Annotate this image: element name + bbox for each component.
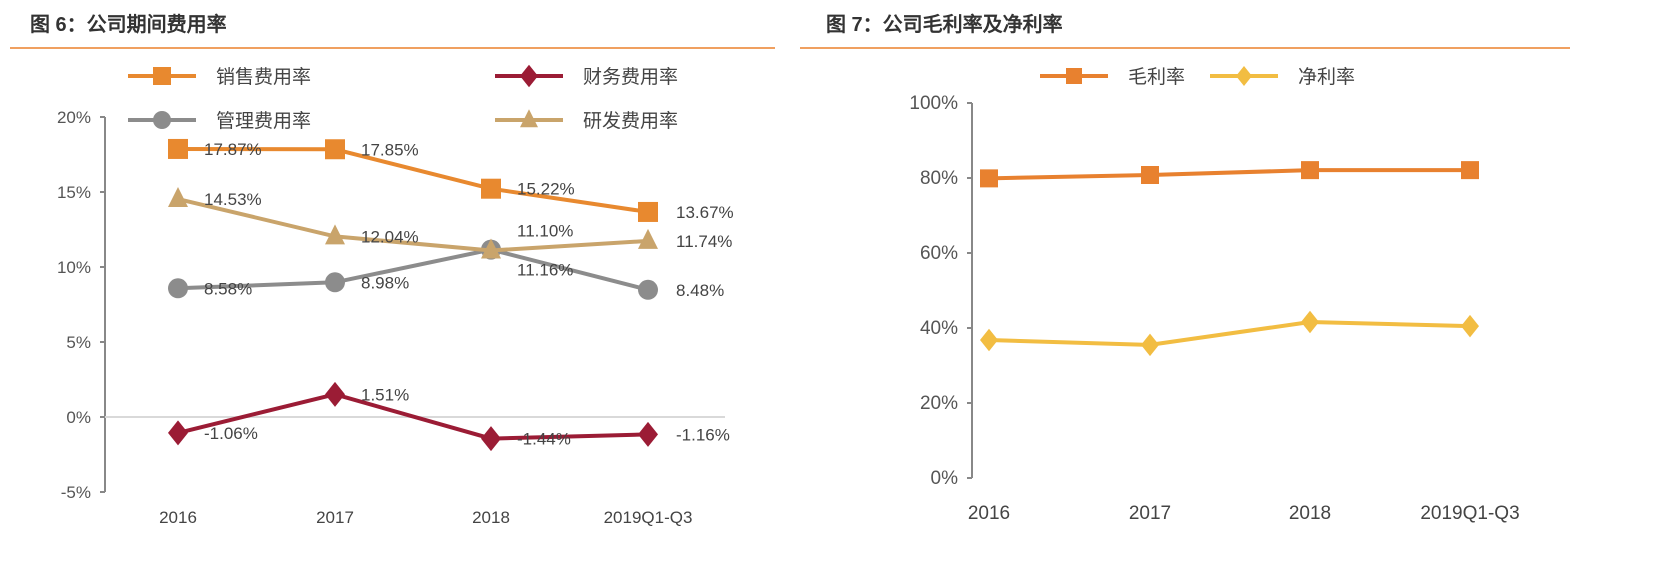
x-tick-label: 2018 <box>472 508 510 527</box>
data-point <box>325 224 345 245</box>
title-divider <box>10 47 775 49</box>
series-line <box>988 168 1470 181</box>
data-point <box>1141 333 1159 357</box>
legend-label: 研发费用率 <box>583 110 678 132</box>
y-tick-label: 5% <box>66 333 91 352</box>
x-tick-label: 2017 <box>1129 503 1171 524</box>
legend-marker <box>1236 66 1252 86</box>
data-label: 13.67% <box>676 203 734 222</box>
data-label: -1.06% <box>204 424 258 443</box>
data-point <box>638 201 658 222</box>
data-point <box>325 139 345 160</box>
data-point <box>638 279 658 300</box>
data-point <box>168 187 188 208</box>
legend-marker <box>153 111 171 129</box>
data-point <box>1301 161 1319 180</box>
data-label: 11.74% <box>676 232 732 251</box>
legend-marker <box>153 67 171 85</box>
x-tick-label: 2016 <box>968 503 1010 524</box>
data-point <box>168 420 188 446</box>
data-point <box>1141 166 1159 184</box>
legend-label: 财务费用率 <box>583 66 678 88</box>
data-point <box>325 272 345 293</box>
y-tick-label: 100% <box>909 93 958 114</box>
data-label: 14.53% <box>204 190 262 209</box>
data-point <box>980 169 998 188</box>
data-label: 17.87% <box>204 140 262 159</box>
data-label: 11.10% <box>517 222 573 241</box>
data-label: 8.98% <box>361 273 409 292</box>
data-point <box>481 238 501 259</box>
series-line <box>177 392 649 441</box>
data-point <box>481 178 501 199</box>
x-tick-label: 2018 <box>1289 503 1331 524</box>
x-tick-label: 2019Q1-Q3 <box>604 508 693 527</box>
data-label: 1.51% <box>361 385 409 404</box>
data-label: 11.16% <box>517 261 573 280</box>
data-label: 12.04% <box>361 227 419 246</box>
data-point <box>1461 314 1479 338</box>
data-point <box>168 278 188 299</box>
data-point <box>638 421 658 447</box>
x-tick-label: 2017 <box>316 508 354 527</box>
data-point <box>481 426 501 452</box>
data-label: 17.85% <box>361 140 419 159</box>
series-line <box>177 197 649 253</box>
y-tick-label: 10% <box>57 258 91 277</box>
data-label: -1.44% <box>517 430 571 449</box>
y-tick-label: -5% <box>61 483 91 502</box>
y-tick-label: 0% <box>931 468 959 489</box>
y-tick-label: 40% <box>920 318 958 339</box>
chart-6-title: 图 6：公司期间费用率 <box>30 14 227 36</box>
data-label: 15.22% <box>517 180 575 199</box>
data-label: -1.16% <box>676 425 730 444</box>
x-tick-label: 2019Q1-Q3 <box>1420 503 1519 524</box>
series-line <box>988 319 1471 347</box>
legend-label: 净利率 <box>1298 66 1355 88</box>
data-point <box>168 138 188 159</box>
data-label: 8.48% <box>676 281 724 300</box>
legend-marker <box>1066 68 1082 84</box>
data-point <box>980 328 998 352</box>
data-point <box>325 381 345 407</box>
data-point <box>1461 161 1479 180</box>
y-tick-label: 60% <box>920 243 958 264</box>
y-tick-label: 20% <box>920 393 958 414</box>
legend-label: 管理费用率 <box>216 110 311 132</box>
data-label: 8.58% <box>204 279 252 298</box>
data-point <box>1301 310 1319 334</box>
y-tick-label: 20% <box>57 108 91 127</box>
y-tick-label: 0% <box>66 408 91 427</box>
data-point <box>638 228 658 249</box>
chart-7-title: 图 7：公司毛利率及净利率 <box>826 14 1063 36</box>
series-line <box>177 146 649 214</box>
legend-marker <box>520 64 538 88</box>
title-divider <box>800 47 1570 49</box>
series-line <box>177 247 649 292</box>
legend-marker <box>520 109 538 128</box>
legend-label: 毛利率 <box>1128 66 1185 88</box>
margin-chart: 0% 20% 40% 60% 80% 100% 2016 2017 2018 2019Q1-Q3 毛… <box>909 66 1520 524</box>
legend-label: 销售费用率 <box>216 66 311 88</box>
y-tick-label: 15% <box>57 183 91 202</box>
y-tick-label: 80% <box>920 168 958 189</box>
x-tick-label: 2016 <box>159 508 197 527</box>
expense-ratio-chart: -5% 0% 5% 10% 15% 20% 2016 2017 2018 2019Q1-Q3 销售费… <box>57 64 734 527</box>
